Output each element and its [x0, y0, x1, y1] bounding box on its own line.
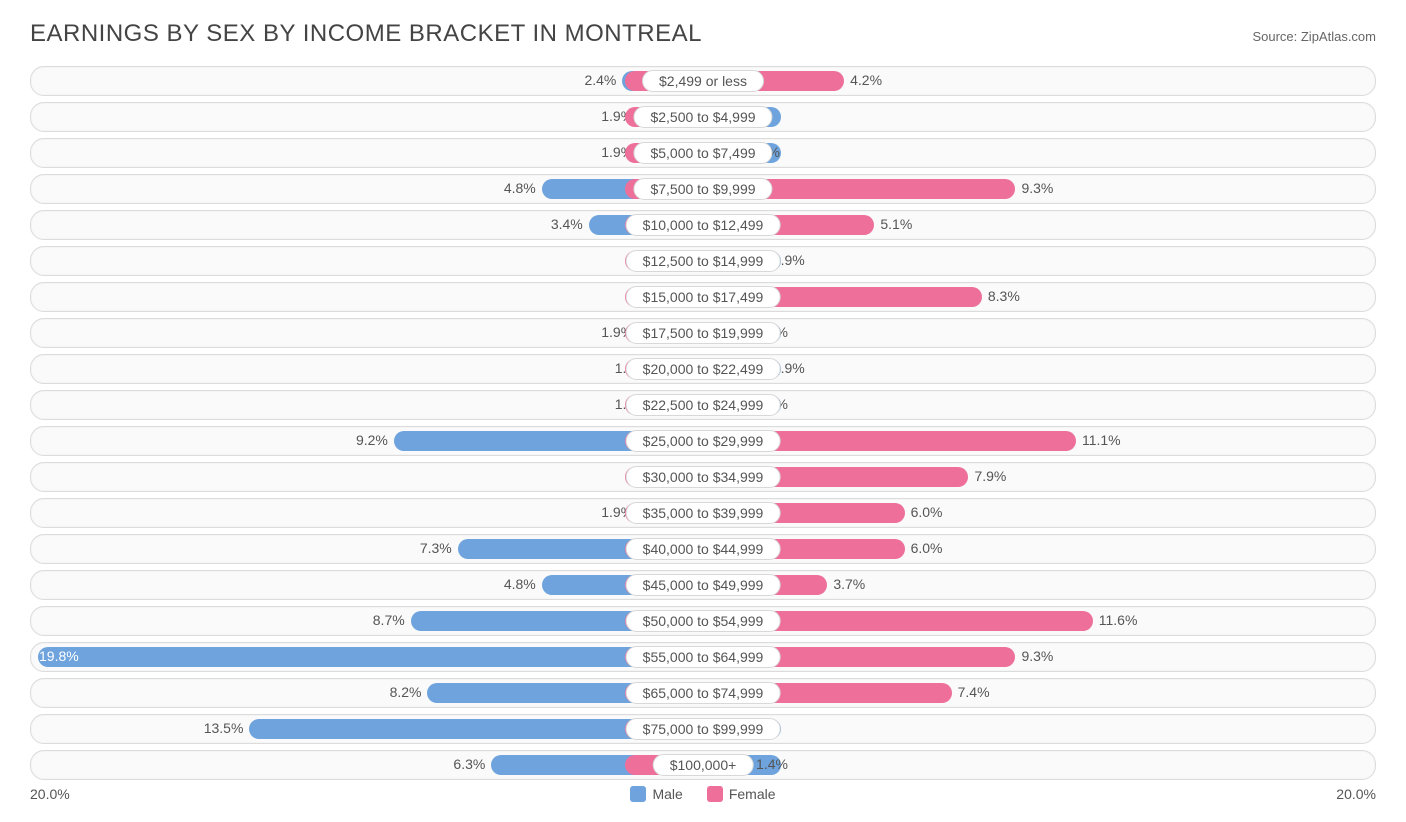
chart-row: 1.5%1.9%$20,000 to $22,499: [30, 354, 1376, 384]
female-value-label: 9.3%: [1021, 648, 1053, 664]
category-label: $75,000 to $99,999: [626, 718, 781, 740]
female-value-label: 8.3%: [988, 288, 1020, 304]
source-name: ZipAtlas.com: [1301, 29, 1376, 44]
male-value-label: 8.2%: [390, 684, 422, 700]
male-value-label: 3.4%: [551, 216, 583, 232]
chart-row: 8.2% 7.4% $65,000 to $74,999: [30, 678, 1376, 708]
female-value-label: 6.0%: [911, 540, 943, 556]
chart-row: 4.8% 3.7% $45,000 to $49,999: [30, 570, 1376, 600]
chart-row: 1.9%6.0%$35,000 to $39,999: [30, 498, 1376, 528]
legend: Male Female: [630, 786, 775, 802]
chart-row: 1.9%0.93%$5,000 to $7,499: [30, 138, 1376, 168]
male-value-label: 13.5%: [204, 720, 244, 736]
category-label: $22,500 to $24,999: [626, 394, 781, 416]
male-value-label: 2.4%: [584, 72, 616, 88]
category-label: $17,500 to $19,999: [626, 322, 781, 344]
chart-row: 1.9%0.46%$2,500 to $4,999: [30, 102, 1376, 132]
category-label: $10,000 to $12,499: [626, 214, 781, 236]
category-label: $2,499 or less: [642, 70, 764, 92]
category-label: $45,000 to $49,999: [626, 574, 781, 596]
female-value-label: 11.1%: [1082, 432, 1121, 448]
chart-row: 6.3% 1.4%$100,000+: [30, 750, 1376, 780]
female-value-label: 1.4%: [756, 756, 788, 772]
chart-row: 4.8% 9.3% $7,500 to $9,999: [30, 174, 1376, 204]
female-value-label: 6.0%: [911, 504, 943, 520]
chart-row: 1.5%1.4%$22,500 to $24,999: [30, 390, 1376, 420]
legend-female: Female: [707, 786, 776, 802]
category-label: $7,500 to $9,999: [633, 178, 772, 200]
category-label: $35,000 to $39,999: [626, 502, 781, 524]
axis-right-max: 20.0%: [1336, 786, 1376, 802]
female-value-label: 9.3%: [1021, 180, 1053, 196]
category-label: $5,000 to $7,499: [633, 142, 772, 164]
female-value-label: 3.7%: [833, 576, 865, 592]
female-value-label: 5.1%: [880, 216, 912, 232]
female-value-label: 7.4%: [958, 684, 990, 700]
male-value-label: 7.3%: [420, 540, 452, 556]
swatch-male: [630, 786, 646, 802]
chart-row: 1.9%1.4%$17,500 to $19,999: [30, 318, 1376, 348]
chart-row: 0.97%7.9%$30,000 to $34,999: [30, 462, 1376, 492]
chart-row: 2.4% 4.2% $2,499 or less: [30, 66, 1376, 96]
female-value-label: 7.9%: [974, 468, 1006, 484]
chart-row: 0.0%8.3%$15,000 to $17,499: [30, 282, 1376, 312]
chart-header: EARNINGS BY SEX BY INCOME BRACKET IN MON…: [30, 20, 1376, 48]
male-value-label: 8.7%: [373, 612, 405, 628]
category-label: $20,000 to $22,499: [626, 358, 781, 380]
chart-title: EARNINGS BY SEX BY INCOME BRACKET IN MON…: [30, 20, 702, 48]
chart-row: 19.8% 9.3% $55,000 to $64,999: [30, 642, 1376, 672]
category-label: $65,000 to $74,999: [626, 682, 781, 704]
legend-male-label: Male: [652, 786, 682, 802]
category-label: $12,500 to $14,999: [626, 250, 781, 272]
male-value-label: 6.3%: [453, 756, 485, 772]
diverging-bar-chart: 2.4% 4.2% $2,499 or less 1.9%0.46%$2,500 to…: [30, 66, 1376, 780]
male-value-label: 19.8%: [39, 648, 79, 664]
chart-footer: 20.0% Male Female 20.0%: [30, 786, 1376, 802]
female-value-label: 11.6%: [1099, 612, 1138, 628]
legend-female-label: Female: [729, 786, 776, 802]
male-value-label: 9.2%: [356, 432, 388, 448]
category-label: $55,000 to $64,999: [626, 646, 781, 668]
category-label: $40,000 to $44,999: [626, 538, 781, 560]
male-value-label: 4.8%: [504, 576, 536, 592]
chart-row: 9.2% 11.1% $25,000 to $29,999: [30, 426, 1376, 456]
male-value-label: 4.8%: [504, 180, 536, 196]
legend-male: Male: [630, 786, 682, 802]
chart-row: 7.3% 6.0% $40,000 to $44,999: [30, 534, 1376, 564]
chart-row: 0.0%1.9%$12,500 to $14,999: [30, 246, 1376, 276]
chart-source: Source: ZipAtlas.com: [1252, 29, 1376, 44]
category-label: $2,500 to $4,999: [633, 106, 772, 128]
source-prefix: Source:: [1252, 29, 1300, 44]
axis-left-max: 20.0%: [30, 786, 70, 802]
female-value-label: 4.2%: [850, 72, 882, 88]
chart-row: 3.4% 5.1% $10,000 to $12,499: [30, 210, 1376, 240]
category-label: $100,000+: [653, 754, 754, 776]
chart-row: 8.7% 11.6% $50,000 to $54,999: [30, 606, 1376, 636]
category-label: $15,000 to $17,499: [626, 286, 781, 308]
chart-row: 13.5%0.93%$75,000 to $99,999: [30, 714, 1376, 744]
category-label: $30,000 to $34,999: [626, 466, 781, 488]
category-label: $25,000 to $29,999: [626, 430, 781, 452]
category-label: $50,000 to $54,999: [626, 610, 781, 632]
swatch-female: [707, 786, 723, 802]
